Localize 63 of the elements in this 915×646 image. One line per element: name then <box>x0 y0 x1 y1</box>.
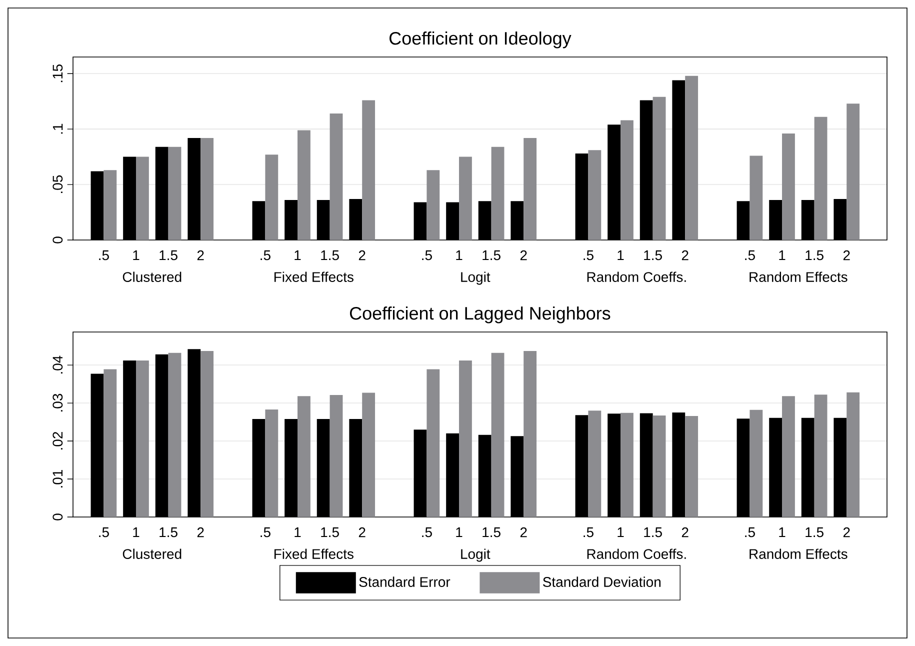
text: Logit <box>461 272 490 285</box>
y-tick-label: .02 <box>52 432 63 450</box>
x-tick-label: 1.5 <box>321 527 339 538</box>
x-tick-label: .5 <box>422 527 432 538</box>
x-tick-label: 1.5 <box>160 250 178 260</box>
x-tick-label: 1 <box>294 250 301 260</box>
chart-title: Coefficient on Lagged Neighbors <box>350 306 610 324</box>
x-tick-label: 1 <box>779 527 786 538</box>
y-tick-label: .1 <box>52 124 63 134</box>
x-tick-label: 1.5 <box>644 527 662 538</box>
x-tick-label: 2 <box>682 527 688 538</box>
x-tick-label: .5 <box>260 527 270 538</box>
y-tick-label: .05 <box>52 175 63 193</box>
y-tick-label: .01 <box>52 470 63 488</box>
text: Random Coeffs. <box>587 548 686 559</box>
x-tick-label: 2 <box>520 250 527 260</box>
x-tick-label: .5 <box>99 527 109 538</box>
y-tick-label: .15 <box>52 64 63 82</box>
x-tick-label: 1.5 <box>160 527 178 538</box>
chart-title: Coefficient on Ideology <box>390 31 572 48</box>
x-tick-label: 1 <box>618 527 624 538</box>
text: Logit <box>461 548 490 562</box>
x-tick-label: 2 <box>197 527 204 538</box>
text: Clustered <box>122 548 182 559</box>
x-tick-label: 1 <box>133 527 140 538</box>
x-tick-label: .5 <box>422 250 432 260</box>
x-tick-label: 1 <box>779 250 786 260</box>
text: Random Effects <box>750 548 848 559</box>
x-tick-label: 1 <box>456 527 462 538</box>
x-tick-label: 2 <box>197 250 204 260</box>
x-tick-label: 2 <box>843 527 850 538</box>
x-tick-label: .5 <box>260 250 270 260</box>
x-tick-label: 1.5 <box>482 527 500 538</box>
x-tick-label: 2 <box>682 250 688 260</box>
x-tick-label: .5 <box>745 527 755 538</box>
x-tick-label: 1 <box>133 250 140 260</box>
x-tick-label: 1.5 <box>806 250 824 260</box>
x-tick-label: 2 <box>520 527 527 538</box>
x-tick-label: 1.5 <box>321 250 339 260</box>
x-tick-label: 1.5 <box>806 527 824 538</box>
x-tick-label: 2 <box>358 527 366 538</box>
x-tick-label: 2 <box>358 250 366 260</box>
x-tick-label: 1 <box>456 250 462 260</box>
text: Random Coeffs. <box>587 272 686 282</box>
x-tick-label: 2 <box>843 250 850 260</box>
y-tick-label: 0 <box>52 514 63 520</box>
y-tick-label: .04 <box>52 356 63 374</box>
x-tick-label: .5 <box>584 527 594 538</box>
text: Fixed Effects <box>274 272 354 282</box>
text: Fixed Effects <box>274 548 354 559</box>
x-tick-label: .5 <box>99 250 109 260</box>
x-tick-label: 1.5 <box>482 250 500 260</box>
legend-label: Standard Deviation <box>542 576 661 587</box>
x-tick-label: 1.5 <box>644 250 662 260</box>
legend-label: Standard Error <box>359 576 450 587</box>
text: Random Effects <box>750 272 848 282</box>
text: Clustered <box>122 272 182 282</box>
x-tick-label: 1 <box>618 250 624 260</box>
x-tick-label: .5 <box>745 250 755 260</box>
y-tick-label: 0 <box>52 236 63 244</box>
x-tick-label: 1 <box>294 527 301 538</box>
y-tick-label: .03 <box>52 394 63 412</box>
x-tick-label: .5 <box>584 250 594 260</box>
